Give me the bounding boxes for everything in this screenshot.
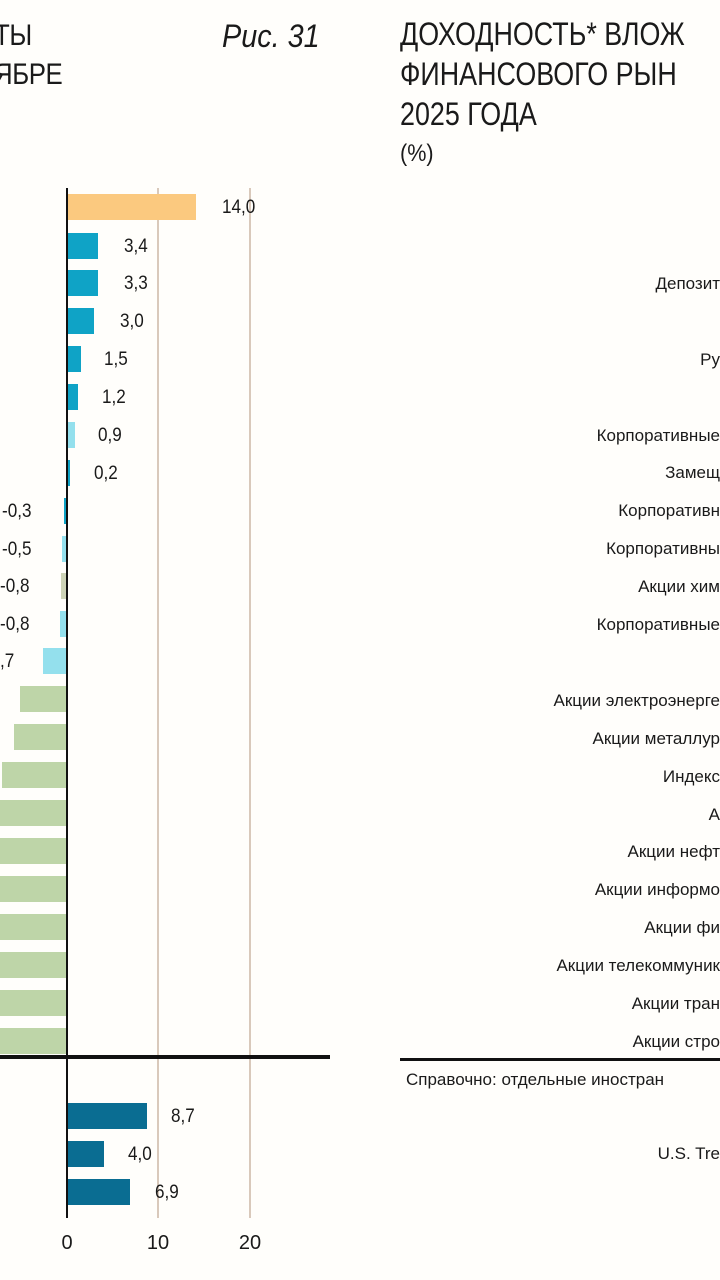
bar (0, 800, 66, 826)
category-label: Корпоративные (596, 426, 720, 445)
reference-category-label: U.S. Tre (657, 1144, 720, 1163)
bar (14, 724, 66, 750)
bar-value-label: -0,8 (0, 614, 30, 635)
right-divider-rule (400, 1058, 720, 1061)
left-title-line1: ТЫ (0, 19, 32, 52)
bar (0, 838, 66, 864)
category-label: Ру (700, 350, 720, 369)
bar-value-label: 6,9 (155, 1182, 179, 1203)
bar (0, 876, 66, 902)
right-category-labels: Депозит Ру Корпоративные Замещ Корпоративн Ко… (400, 0, 720, 1280)
bar-value-label: 0,2 (94, 463, 118, 484)
bar-value-label: 1,5 (104, 349, 128, 370)
category-label: Акции тран (631, 994, 720, 1013)
category-label: Акции нефт (627, 842, 720, 861)
bar-value-label: 3,4 (124, 236, 148, 257)
x-axis-tick-label: 10 (146, 1232, 170, 1254)
category-label: Корпоративные (596, 615, 720, 634)
category-label: Акции информо (594, 880, 720, 899)
bar (68, 460, 70, 486)
gridline-10 (157, 188, 159, 1218)
bar (68, 270, 98, 296)
figure-label: Рис. 31 (222, 18, 320, 54)
bar-value-label: 4,0 (128, 1144, 152, 1165)
category-label: Корпоративн (618, 501, 720, 520)
category-label: Депозит (655, 274, 720, 293)
right-chart-title: ДОХОДНОСТЬ* ВЛОЖ ФИНАНСОВОГО РЫН 2025 ГО… (400, 14, 685, 134)
bar (68, 1103, 147, 1129)
bar-value-label: 8,7 (171, 1106, 195, 1127)
bar (68, 1179, 130, 1205)
bar-value-label: -0,5 (2, 539, 32, 560)
bar (68, 233, 98, 259)
x-axis-tick-label: 20 (238, 1232, 262, 1254)
bar (0, 1028, 66, 1054)
bar (43, 648, 66, 674)
category-label: Акции стро (632, 1032, 720, 1051)
bar (2, 762, 66, 788)
reference-note: Справочно: отдельные иностран (406, 1070, 665, 1089)
bar (64, 498, 66, 524)
right-title-line3: 2025 ГОДА (400, 96, 537, 132)
gridline-20 (249, 188, 251, 1218)
category-label: Индекс (662, 767, 720, 786)
bar-value-label: 3,3 (124, 273, 148, 294)
zero-axis-line (66, 188, 68, 1218)
bar (68, 1141, 104, 1167)
bar-value-label: -0,8 (0, 576, 30, 597)
category-label: Акции электроэнерге (553, 691, 720, 710)
bar (0, 952, 66, 978)
section-divider-axis (0, 1055, 330, 1059)
category-label: Акции телекоммуник (556, 956, 720, 975)
bar (62, 536, 66, 562)
bar (0, 914, 66, 940)
bar (68, 422, 75, 448)
bar (60, 611, 66, 637)
bar-value-label: 3,0 (120, 311, 144, 332)
right-title-line2: ФИНАНСОВОГО РЫН (400, 56, 677, 92)
left-title-line2: ЯБРЕ (0, 58, 63, 91)
category-label: Акции фи (644, 918, 720, 937)
bar-value-label: 1,2 (102, 387, 126, 408)
left-chart-title: ТЫ ЯБРЕ (0, 16, 63, 94)
category-label: Корпоративны (606, 539, 720, 558)
bar (68, 346, 81, 372)
bar (68, 194, 196, 220)
bar (61, 573, 66, 599)
right-chart-unit: (%) (400, 140, 434, 167)
category-label: Акции металлур (592, 729, 720, 748)
bar (20, 686, 66, 712)
x-axis-tick-label: 0 (61, 1232, 73, 1254)
bar (68, 384, 78, 410)
bar-value-label: ,7 (0, 651, 15, 672)
bar-value-label: -0,3 (2, 501, 32, 522)
bar-value-label: 0,9 (98, 425, 122, 446)
category-label: Акции хим (638, 577, 720, 596)
bar-value-label: 14,0 (222, 197, 256, 218)
right-title-line1: ДОХОДНОСТЬ* ВЛОЖ (400, 16, 685, 52)
category-label: А (708, 805, 720, 824)
category-label: Замещ (665, 463, 720, 482)
bar (68, 308, 94, 334)
bar (0, 990, 66, 1016)
